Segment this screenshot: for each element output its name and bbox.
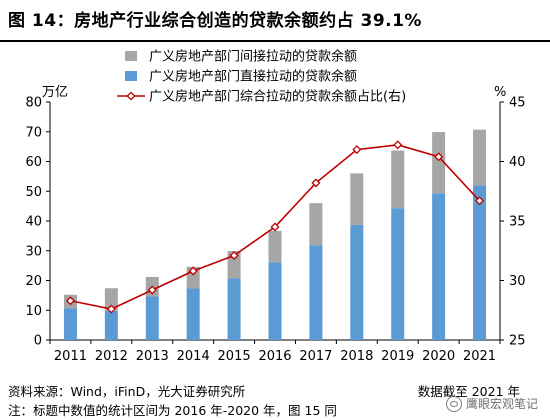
footnote: 注：标题中数值的统计区间为 2016 年-2020 年，图 15 同 — [8, 403, 337, 418]
right-tick-label: 25 — [509, 334, 526, 349]
share-point-2011 — [65, 296, 75, 306]
share-point-2020 — [434, 152, 444, 162]
bar-direct-2020 — [432, 193, 446, 340]
bar-direct-2017 — [309, 245, 323, 340]
share-point-2017 — [311, 178, 321, 188]
left-tick-label: 70 — [25, 125, 42, 140]
right-axis-unit: % — [494, 85, 506, 100]
left-tick-label: 0 — [34, 334, 42, 349]
share-point-2018 — [352, 145, 362, 155]
combo-chart: 0 10 20 30 40 50 60 70 80 25 30 35 40 45 万亿 % 2011 2012 20… — [25, 49, 526, 365]
legend-swatch-1 — [125, 71, 137, 81]
share-point-2015 — [229, 250, 239, 261]
bar-direct-2014 — [186, 288, 200, 340]
bar-direct-2019 — [391, 208, 405, 340]
bar-indirect-2016 — [268, 230, 282, 263]
legend-label-0: 广义房地产部门间接拉动的贷款余额 — [149, 49, 357, 65]
x-tick-label: 2014 — [177, 349, 210, 364]
bar-direct-2016 — [268, 262, 282, 340]
right-tick-label: 30 — [509, 274, 526, 289]
x-tick-label: 2019 — [381, 349, 414, 364]
bar-direct-2018 — [350, 224, 364, 340]
left-tick-label: 60 — [25, 155, 42, 170]
watermark-text: 鹰眼宏观笔记 — [465, 397, 538, 411]
figure-title: 图 14：房地产行业综合创造的贷款余额约占 39.1% — [8, 11, 422, 31]
bar-direct-2013 — [145, 296, 159, 340]
bar-indirect-2012 — [104, 288, 118, 311]
share-point-2013 — [147, 285, 157, 295]
bar-indirect-2017 — [309, 203, 323, 246]
x-tick-label: 2017 — [299, 349, 332, 364]
legend-label-1: 广义房地产部门直接拉动的贷款余额 — [149, 69, 357, 85]
left-tick-label: 80 — [25, 96, 42, 111]
share-point-2014 — [188, 266, 198, 276]
share-point-2016 — [270, 222, 280, 232]
source-note: 资料来源：Wind，iFinD，光大证券研究所 — [8, 384, 246, 399]
share-point-2012 — [106, 304, 116, 314]
legend-swatch-0 — [125, 51, 137, 61]
share-point-2021 — [475, 196, 485, 206]
right-tick-label: 40 — [509, 155, 526, 170]
bar-indirect-2020 — [432, 132, 446, 194]
bar-direct-2011 — [63, 308, 77, 340]
watermark: 鹰眼宏观笔记 — [445, 395, 538, 412]
x-tick-label: 2021 — [463, 349, 496, 364]
bar-indirect-2019 — [391, 150, 405, 209]
share-point-2019 — [393, 140, 403, 150]
date-note: 数据截至 2021 年 — [417, 384, 520, 399]
x-tick-label: 2011 — [54, 349, 87, 364]
wechat-icon — [445, 395, 462, 412]
bar-direct-2015 — [227, 278, 241, 340]
x-tick-label: 2015 — [218, 349, 251, 364]
left-axis-unit: 万亿 — [42, 85, 68, 100]
left-tick-label: 40 — [25, 215, 42, 230]
legend-label-2: 广义房地产部门综合拉动的贷款余额占比(右) — [149, 89, 406, 105]
x-tick-label: 2018 — [340, 349, 373, 364]
right-tick-label: 35 — [509, 215, 526, 230]
bar-indirect-2021 — [473, 129, 487, 186]
left-tick-label: 30 — [25, 244, 42, 259]
x-tick-label: 2020 — [422, 349, 455, 364]
title-divider — [0, 40, 550, 42]
x-tick-label: 2016 — [258, 349, 291, 364]
bar-direct-2012 — [104, 310, 118, 340]
x-tick-label: 2013 — [136, 349, 169, 364]
legend-marker-2 — [126, 91, 136, 101]
right-tick-label: 45 — [509, 96, 526, 111]
bar-direct-2021 — [473, 185, 487, 340]
bar-indirect-2018 — [350, 173, 364, 225]
bar-indirect-2015 — [227, 251, 241, 279]
left-tick-label: 20 — [25, 274, 42, 289]
left-tick-label: 10 — [25, 304, 42, 319]
x-tick-label: 2012 — [95, 349, 128, 364]
left-tick-label: 50 — [25, 185, 42, 200]
